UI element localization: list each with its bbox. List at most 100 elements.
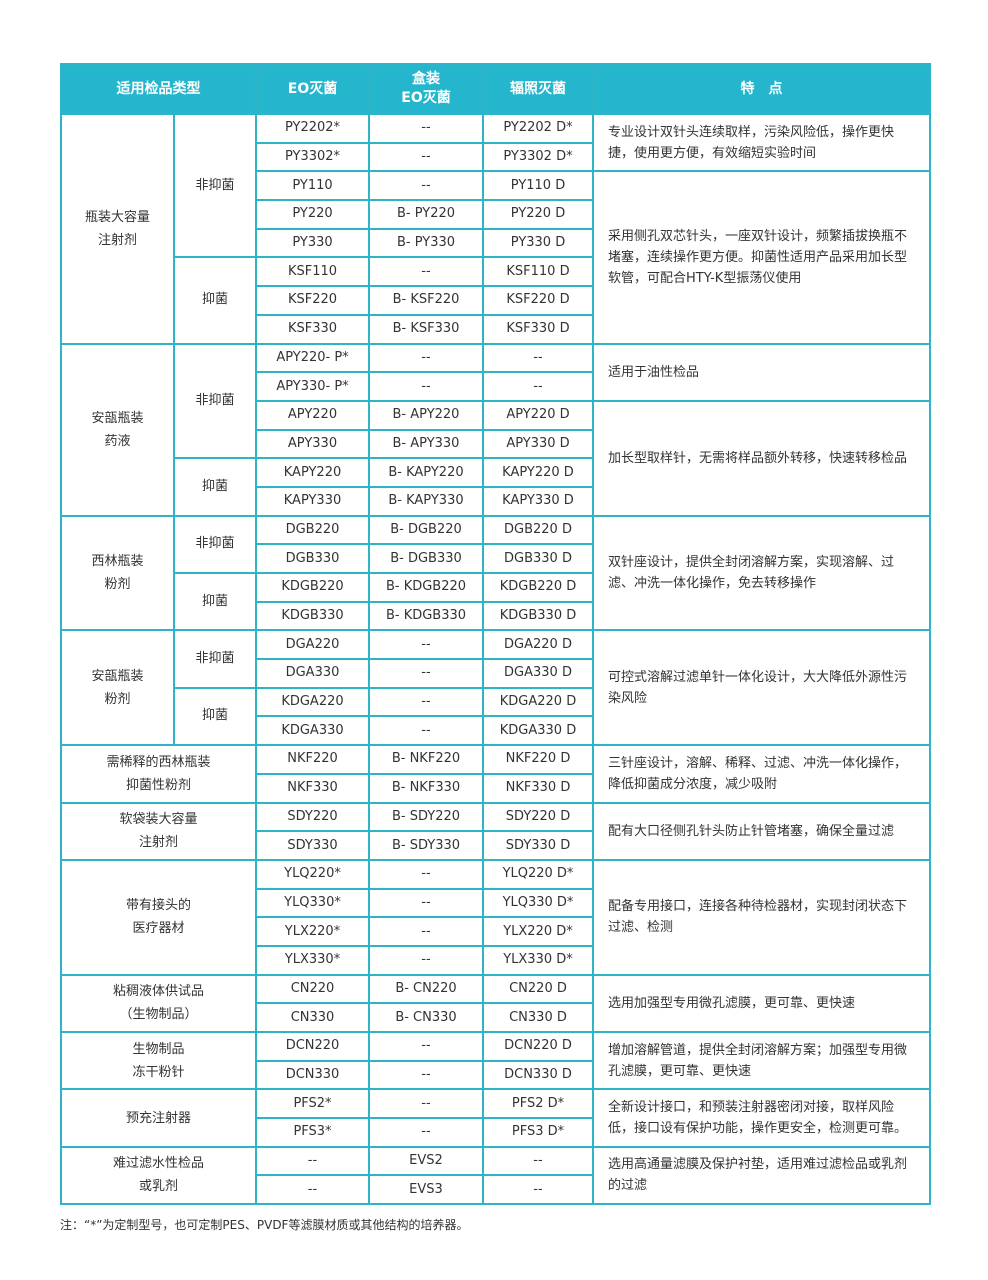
model-eo: PFS3* (255, 1117, 370, 1148)
model-eo: KAPY220 (255, 457, 370, 488)
model-eo: PY330 (255, 227, 370, 259)
model-box-eo: B- KDGB330 (368, 600, 484, 632)
category-cell: 难过滤水性检品 或乳剂 (60, 1145, 257, 1206)
category-label: 药液 (104, 433, 131, 449)
category-label: 粘稠液体供试品 (112, 984, 204, 1000)
table-row: 安瓿瓶装 药液 非抑菌 APY220- P* -- -- 适用于油性检品 (60, 342, 931, 517)
table-row: PY3302* -- PY3302 D* (61, 141, 930, 173)
category-cell: 带有接头的 医疗器材 (60, 858, 257, 976)
model-eo: YLQ330* (255, 887, 370, 919)
model-eo: APY330 (255, 428, 370, 460)
category-label: （生物制品） (119, 1007, 198, 1023)
model-radiation: PY3302 D* (482, 141, 594, 173)
table-row: KSF330 B- KSF330 KSF330 D (61, 313, 930, 345)
subtype-cell: 非抑菌 (173, 342, 257, 460)
model-box-eo: B- APY220 (368, 399, 484, 431)
table-row: -- EVS3 -- (61, 1174, 930, 1206)
model-eo: YLQ220* (255, 858, 370, 890)
category-cell: 安瓿瓶装 粉剂 (60, 629, 175, 747)
model-eo: KDGA330 (255, 715, 370, 747)
category-label: 难过滤水性检品 (112, 1156, 204, 1172)
model-radiation: YLQ220 D* (482, 858, 594, 890)
category-cell: 西林瓶装 粉剂 (60, 514, 175, 632)
model-eo: PY2202* (255, 113, 370, 144)
model-radiation: -- (482, 342, 594, 374)
model-box-eo: -- (368, 686, 484, 718)
header-radiation: 辐照灭菌 (482, 63, 594, 115)
model-radiation: DCN330 D (482, 1059, 594, 1091)
model-radiation: -- (482, 1145, 594, 1177)
model-radiation: KSF330 D (482, 313, 594, 345)
features-cell: 加长型取样针，无需将样品额外转移，快速转移检品 (592, 399, 931, 517)
category-label: 或乳剂 (138, 1179, 178, 1195)
category-label: 注射剂 (138, 835, 178, 851)
subtype-cell: 抑菌 (173, 571, 257, 632)
model-box-eo: -- (368, 658, 484, 689)
model-eo: -- (255, 1145, 370, 1177)
features-cell: 增加溶解管道，提供全封闭溶解方案；加强型专用微孔滤膜，更可靠、更快速 (592, 1030, 931, 1091)
model-eo: KSF330 (255, 313, 370, 345)
model-radiation: KSF220 D (482, 285, 594, 316)
category-cell: 安瓿瓶装 药液 (60, 342, 175, 517)
model-box-eo: -- (368, 858, 484, 890)
category-label: 粉剂 (104, 577, 131, 592)
model-radiation: PY2202 D* (482, 113, 594, 144)
table-row: 带有接头的 医疗器材 YLQ220* -- YLQ220 D* 配备专用接口，连接各种待检… (60, 858, 931, 976)
table-row: YLQ330* -- YLQ330 D* (61, 887, 930, 919)
model-box-eo: B- DGB330 (368, 543, 484, 574)
model-radiation: -- (482, 371, 594, 402)
model-box-eo: -- (368, 629, 484, 661)
model-radiation: SDY330 D (482, 830, 594, 861)
model-box-eo: B- APY330 (368, 428, 484, 460)
features-cell: 选用高通量滤膜及保护衬垫，适用难过滤检品或乳剂的过滤 (592, 1145, 931, 1206)
model-eo: KDGA220 (255, 686, 370, 718)
model-radiation: DGB330 D (482, 543, 594, 574)
model-eo: DGB220 (255, 514, 370, 546)
model-radiation: KDGA220 D (482, 686, 594, 718)
model-radiation: NKF220 D (482, 744, 594, 775)
model-radiation: PY110 D (482, 170, 594, 202)
category-cell: 粘稠液体供试品 （生物制品） (60, 973, 257, 1034)
table-row: PY220 B- PY220 PY220 D (61, 199, 930, 230)
model-box-eo: -- (368, 715, 484, 747)
table-row: PFS3* -- PFS3 D* (61, 1117, 930, 1148)
model-eo: DCN220 (255, 1031, 370, 1062)
table-row: APY330- P* -- -- (61, 371, 930, 402)
model-box-eo: B- SDY220 (368, 801, 484, 833)
header-category: 适用检品类型 (60, 63, 257, 115)
model-radiation: CN330 D (482, 1002, 594, 1033)
model-box-eo: B- PY330 (368, 227, 484, 259)
category-label: 粉剂 (104, 691, 131, 707)
product-table: 适用检品类型 EO灭菌 盒装 EO灭菌 辐照灭菌 特 点 瓶装大容量 注射剂 非抑菌 P… (60, 63, 931, 1206)
table-row: 生物制品 冻干粉针 DCN220 -- DCN220 D 增加溶解管道，提供全封闭溶解方案… (60, 1030, 931, 1091)
model-box-eo: -- (368, 371, 484, 402)
model-box-eo: -- (368, 256, 484, 288)
category-label: 安瓿瓶装 (91, 410, 144, 426)
table-row: APY330 B- APY330 APY330 D (61, 428, 930, 460)
model-radiation: PFS2 D* (482, 1088, 594, 1120)
model-radiation: DGB220 D (482, 514, 594, 546)
features-cell: 全新设计接口，和预装注射器密闭对接，取样风险低，接口设有保护功能，操作更安全，检… (592, 1088, 931, 1148)
category-label: 抑菌性粉剂 (125, 777, 191, 793)
model-radiation: PFS3 D* (482, 1117, 594, 1148)
model-eo: KAPY330 (255, 485, 370, 517)
model-eo: APY220 (255, 399, 370, 431)
table-row: PY330 B- PY330 PY330 D (61, 227, 930, 259)
model-box-eo: B- PY220 (368, 199, 484, 230)
category-label: 冻干粉针 (132, 1064, 185, 1080)
features-cell: 适用于油性检品 (592, 342, 931, 402)
model-eo: KDGB330 (255, 600, 370, 632)
model-eo: APY330- P* (255, 371, 370, 402)
table-header: 适用检品类型 EO灭菌 盒装 EO灭菌 辐照灭菌 特 点 (60, 63, 931, 115)
table-row: KDGB330 B- KDGB330 KDGB330 D (61, 600, 930, 632)
subtype-cell: 非抑菌 (173, 112, 257, 259)
model-eo: DGA330 (255, 658, 370, 689)
model-radiation: PY330 D (482, 227, 594, 259)
model-radiation: YLX330 D* (482, 944, 594, 976)
model-eo: SDY220 (255, 801, 370, 833)
model-radiation: SDY220 D (482, 801, 594, 833)
model-eo: YLX330* (255, 944, 370, 976)
model-eo: KSF220 (255, 285, 370, 316)
model-eo: PY220 (255, 199, 370, 230)
model-eo: PFS2* (255, 1088, 370, 1120)
